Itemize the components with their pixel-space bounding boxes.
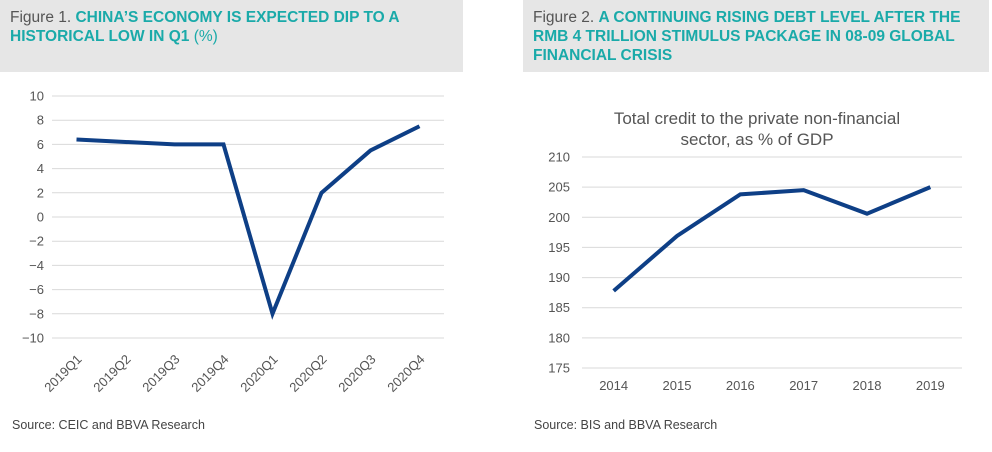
y-tick-label: 4 <box>37 161 44 176</box>
figure-1-panel: Figure 1. CHINA’S ECONOMY IS EXPECTED DI… <box>0 0 470 452</box>
y-tick-label: 210 <box>548 150 570 165</box>
y-tick-label: −6 <box>29 282 44 297</box>
y-tick-label: −2 <box>29 234 44 249</box>
y-tick-label: 6 <box>37 137 44 152</box>
y-tick-label: 175 <box>548 361 570 376</box>
figure-1-header: Figure 1. CHINA’S ECONOMY IS EXPECTED DI… <box>0 0 463 72</box>
figure-2-source: Source: BIS and BBVA Research <box>534 418 718 432</box>
series-line <box>76 124 421 320</box>
figure-2-title: A CONTINUING RISING DEBT LEVEL AFTER THE… <box>533 9 961 64</box>
y-tick-label: 2 <box>37 185 44 200</box>
y-tick-label: −10 <box>22 331 44 346</box>
y-tick-label: 200 <box>548 210 570 225</box>
chart-title-line: sector, as % of GDP <box>680 130 833 149</box>
y-tick-label: 10 <box>30 89 44 104</box>
y-tick-label: 195 <box>548 240 570 255</box>
y-tick-label: 185 <box>548 300 570 315</box>
x-tick-label: 2014 <box>599 378 628 393</box>
series-line <box>612 185 932 293</box>
x-tick-label: 2016 <box>726 378 755 393</box>
figure-1-prefix: Figure 1. <box>10 9 72 26</box>
x-tick-label: 2018 <box>853 378 882 393</box>
figure-1-title: CHINA’S ECONOMY IS EXPECTED DIP TO A HIS… <box>10 9 400 45</box>
chart-title-line: Total credit to the private non-financia… <box>614 109 900 128</box>
y-tick-label: −8 <box>29 306 44 321</box>
y-tick-label: 8 <box>37 113 44 128</box>
x-tick-label: 2019 <box>916 378 945 393</box>
x-tick-label: 2015 <box>663 378 692 393</box>
y-tick-label: 0 <box>37 210 44 225</box>
y-tick-label: −4 <box>29 258 44 273</box>
figure-2-header: Figure 2. A CONTINUING RISING DEBT LEVEL… <box>523 0 989 72</box>
y-tick-label: 190 <box>548 270 570 285</box>
y-tick-label: 180 <box>548 330 570 345</box>
figure-2-panel: Figure 2. A CONTINUING RISING DEBT LEVEL… <box>523 0 992 452</box>
figure-2-prefix: Figure 2. <box>533 9 595 26</box>
figure-1-unit: (%) <box>193 28 218 45</box>
x-tick-label: 2017 <box>789 378 818 393</box>
y-tick-label: 205 <box>548 180 570 195</box>
figure-1-source: Source: CEIC and BBVA Research <box>12 418 205 432</box>
